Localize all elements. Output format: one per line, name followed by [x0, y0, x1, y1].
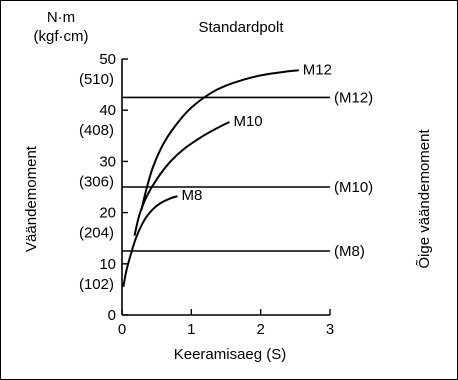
series-curve-m12 [140, 69, 299, 211]
y-axis-title-right: Õige väändemoment [416, 129, 433, 269]
y-tick-label-alt: (510) [79, 71, 114, 88]
series-curve-m8 [122, 195, 178, 287]
y-tick-label: 0 [108, 307, 116, 324]
unit-label-alt: (kgf·cm) [34, 28, 89, 45]
y-tick-label-alt: (408) [79, 122, 114, 139]
y-tick-label: 50 [99, 51, 116, 68]
y-tick-label: 20 [99, 205, 116, 222]
x-axis-title: Keeramisaeg (S) [174, 346, 287, 363]
chart-title: Standardpolt [198, 19, 284, 36]
y-tick-label-alt: (204) [79, 225, 114, 242]
y-axis-title: Väändemoment [23, 145, 40, 252]
y-tick-label: 40 [99, 102, 116, 119]
unit-label: N·m [47, 9, 75, 26]
reference-line-label: (M8) [334, 243, 365, 260]
y-tick-label-alt: (306) [79, 173, 114, 190]
series-label: M8 [181, 187, 202, 204]
series-curve-m10 [133, 121, 230, 236]
series-label: M10 [233, 113, 262, 130]
y-tick-label: 10 [99, 256, 116, 273]
series-label: M12 [303, 61, 332, 78]
y-tick-label-alt: (102) [79, 276, 114, 293]
x-tick-label: 1 [187, 321, 195, 338]
x-tick-label: 3 [326, 321, 334, 338]
x-tick-label: 0 [118, 321, 126, 338]
x-tick-label: 2 [256, 321, 264, 338]
y-tick-label: 30 [99, 153, 116, 170]
reference-line-label: (M10) [334, 179, 373, 196]
reference-line-label: (M12) [334, 89, 373, 106]
